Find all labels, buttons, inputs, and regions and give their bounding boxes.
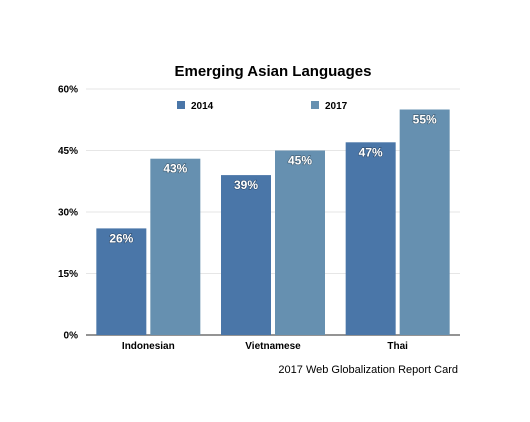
bar — [221, 175, 271, 335]
bar-value-label: 45% — [288, 154, 312, 168]
bar-value-label: 55% — [413, 113, 437, 127]
y-tick-label: 30% — [58, 208, 78, 219]
chart-title: Emerging Asian Languages — [175, 63, 372, 80]
y-tick-label: 60% — [58, 85, 78, 96]
data-labels: 26% 43% 39% 45% 47% 55% — [109, 112, 438, 246]
source-note: 2017 Web Globalization Report Card — [278, 364, 458, 376]
x-tick-label: Vietnamese — [245, 341, 301, 352]
y-tick-label: 45% — [58, 146, 78, 157]
bar-value-label: 47% — [359, 145, 383, 159]
bar — [275, 150, 325, 335]
legend-label: 2014 — [191, 101, 214, 112]
bar-value-label: 43% — [163, 162, 187, 176]
bar-value-label: 26% — [109, 231, 133, 245]
y-tick-label: 15% — [58, 269, 78, 280]
gridlines — [86, 88, 460, 336]
bar-value-label: 39% — [234, 178, 258, 192]
legend-swatch — [177, 101, 185, 109]
bar — [399, 109, 450, 335]
legend-label: 2017 — [325, 101, 348, 112]
y-tick-label: 0% — [64, 331, 79, 342]
bar — [150, 158, 201, 335]
x-tick-label: Thai — [387, 341, 408, 352]
legend-swatch — [311, 101, 319, 109]
legend: 2014 2017 — [177, 101, 348, 112]
x-tick-label: Indonesian — [122, 341, 175, 352]
bar — [345, 142, 396, 335]
bar — [96, 228, 147, 335]
x-axis-ticks: Indonesian Vietnamese Thai — [122, 341, 408, 352]
bars — [96, 109, 450, 335]
y-axis-ticks: 0% 15% 30% 45% 60% — [58, 85, 78, 342]
